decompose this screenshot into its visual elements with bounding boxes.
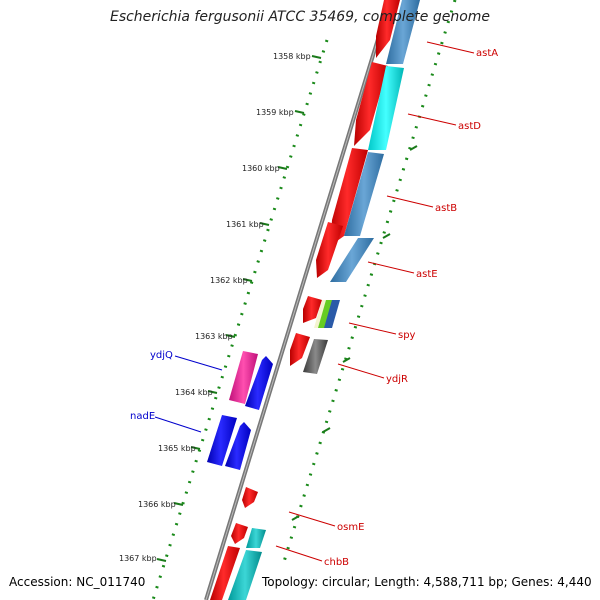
gene-astA-feature[interactable] <box>386 0 420 64</box>
ruler-labels: 1358 kbp 1359 kbp 1360 kbp 1361 kbp 1362… <box>119 52 311 563</box>
gene-astE-cds[interactable] <box>316 222 343 278</box>
gene-label-ydjQ[interactable]: ydjQ <box>150 350 173 361</box>
gene-ydjR-feature[interactable] <box>303 339 328 374</box>
gene-label-chbB[interactable]: chbB <box>324 557 349 568</box>
gene-chbA-cds[interactable] <box>210 546 240 600</box>
accession-text: Accession: NC_011740 <box>9 575 146 589</box>
ruler-label-1363: 1363 kbp <box>195 332 233 341</box>
gene-spy-feature-blue[interactable] <box>324 300 340 328</box>
ruler-label-1365: 1365 kbp <box>158 444 196 453</box>
gene-spy-cds[interactable] <box>303 296 322 323</box>
forward-strand-genes <box>210 0 420 600</box>
gene-astD-feature[interactable] <box>368 66 404 150</box>
gene-label-nadE[interactable]: nadE <box>130 411 155 422</box>
gene-label-astA[interactable]: astA <box>476 48 498 59</box>
genome-summary-text: Topology: circular; Length: 4,588,711 bp… <box>262 575 592 589</box>
gene-nadE-feature[interactable] <box>207 415 237 466</box>
gene-label-ydjR[interactable]: ydjR <box>386 374 408 385</box>
gene-label-astB[interactable]: astB <box>435 203 457 214</box>
gene-label-astE[interactable]: astE <box>416 269 438 280</box>
gc-track-marks <box>291 145 418 521</box>
ruler-label-1360: 1360 kbp <box>242 164 280 173</box>
ruler-label-1366: 1366 kbp <box>138 500 176 509</box>
gene-labels: astA astD astB astE spy ydjR osmE chbB y… <box>130 48 498 568</box>
gene-ydjR-cds[interactable] <box>290 333 310 366</box>
gene-astA-cds[interactable] <box>376 0 400 58</box>
gene-chbA-feature[interactable] <box>228 550 262 600</box>
gene-osmE-cds[interactable] <box>242 487 258 508</box>
ruler-label-1364: 1364 kbp <box>175 388 213 397</box>
gene-label-osmE[interactable]: osmE <box>337 522 364 533</box>
gene-astD-cds[interactable] <box>354 62 388 146</box>
gene-label-astD[interactable]: astD <box>458 121 481 132</box>
gene-chbB-feature[interactable] <box>246 528 266 548</box>
gene-nadE-cds[interactable] <box>225 422 251 470</box>
ruler-label-1358: 1358 kbp <box>273 52 311 61</box>
ruler-ticks <box>156 55 322 562</box>
ruler-label-1362: 1362 kbp <box>210 276 248 285</box>
ruler-label-1359: 1359 kbp <box>256 108 294 117</box>
ruler-label-1361: 1361 kbp <box>226 220 264 229</box>
genome-title: Escherichia fergusonii ATCC 35469, compl… <box>109 9 491 25</box>
genome-backbone <box>204 0 392 600</box>
gene-label-spy[interactable]: spy <box>398 330 416 341</box>
reverse-strand-genes <box>207 351 273 470</box>
label-leaders <box>154 41 475 562</box>
gene-astE-feature[interactable] <box>330 238 374 282</box>
gene-ydjQ-cds[interactable] <box>245 356 273 410</box>
gene-ydjQ-feature[interactable] <box>229 351 258 404</box>
gene-astB-feature[interactable] <box>344 152 384 236</box>
gene-astB-cds[interactable] <box>330 148 368 246</box>
gene-chbB-cds[interactable] <box>231 523 248 544</box>
ruler-label-1367: 1367 kbp <box>119 554 157 563</box>
